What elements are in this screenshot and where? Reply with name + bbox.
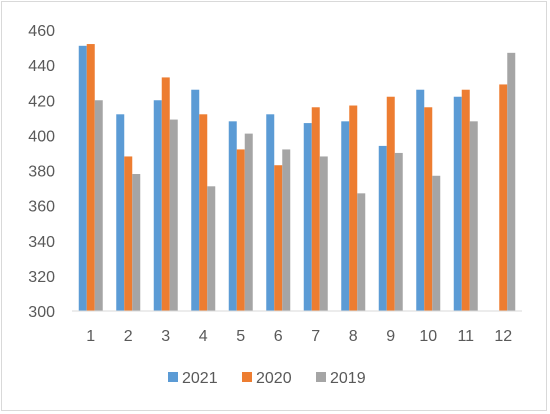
bar-2020-11 xyxy=(461,89,470,312)
bar-2021-1 xyxy=(78,45,87,312)
bar-2021-8 xyxy=(341,121,350,311)
x-tick-label: 11 xyxy=(457,328,474,345)
x-tick-label: 10 xyxy=(419,328,437,345)
bar-2019-11 xyxy=(469,121,478,311)
bar-2021-7 xyxy=(303,123,312,311)
bar-2019-12 xyxy=(507,52,516,312)
bar-2021-9 xyxy=(378,145,387,311)
bar-2020-8 xyxy=(349,105,358,311)
bar-2019-7 xyxy=(319,156,328,311)
legend-swatch-2021 xyxy=(168,372,178,382)
bar-2021-10 xyxy=(416,89,425,312)
x-tick-label: 12 xyxy=(494,328,512,345)
legend-swatch-2019 xyxy=(316,372,326,382)
y-tick-label: 360 xyxy=(28,199,55,216)
x-tick-label: 1 xyxy=(86,328,95,345)
bar-2019-2 xyxy=(132,174,141,311)
legend-label-2020: 2020 xyxy=(256,370,292,387)
bar-2019-8 xyxy=(357,193,366,311)
bar-2021-5 xyxy=(228,121,237,311)
legend-label-2021: 2021 xyxy=(182,370,218,387)
bar-2019-5 xyxy=(244,133,253,311)
bar-series xyxy=(78,44,516,312)
x-tick-label: 4 xyxy=(199,328,208,345)
bar-2021-11 xyxy=(453,96,462,311)
bar-2021-3 xyxy=(153,100,162,311)
bar-2020-10 xyxy=(424,107,433,312)
y-tick-label: 400 xyxy=(28,128,55,145)
bar-2020-2 xyxy=(124,156,133,311)
y-tick-label: 460 xyxy=(28,23,55,40)
bar-2020-1 xyxy=(86,44,95,312)
bar-2019-10 xyxy=(432,175,441,311)
x-tick-label: 8 xyxy=(349,328,358,345)
y-tick-label: 300 xyxy=(28,304,55,321)
x-tick-label: 7 xyxy=(311,328,320,345)
bar-2020-6 xyxy=(274,165,283,311)
bar-2020-3 xyxy=(161,77,170,311)
legend: 2021 2020 2019 xyxy=(168,370,366,387)
bar-2021-6 xyxy=(266,114,275,311)
bar-2020-4 xyxy=(199,114,208,311)
y-tick-label: 420 xyxy=(28,93,55,110)
y-tick-label: 380 xyxy=(28,164,55,181)
bar-2019-1 xyxy=(94,100,103,311)
bar-2019-9 xyxy=(394,152,403,311)
x-axis-ticks: 1 2 3 4 5 6 7 8 9 10 11 12 xyxy=(86,328,512,345)
x-tick-label: 3 xyxy=(161,328,170,345)
bar-2019-4 xyxy=(207,186,216,311)
x-tick-label: 5 xyxy=(236,328,245,345)
legend-swatch-2020 xyxy=(242,372,252,382)
bar-2021-4 xyxy=(191,89,200,312)
bar-2020-9 xyxy=(386,96,395,311)
y-tick-label: 440 xyxy=(28,58,55,75)
bar-2020-5 xyxy=(236,149,245,311)
legend-label-2019: 2019 xyxy=(330,370,366,387)
x-tick-label: 9 xyxy=(386,328,395,345)
bar-2019-6 xyxy=(282,149,291,311)
x-tick-label: 6 xyxy=(274,328,283,345)
bar-2019-3 xyxy=(169,119,178,311)
bar-2020-7 xyxy=(311,107,320,312)
y-axis-ticks: 300 320 340 360 380 400 420 440 460 xyxy=(28,23,55,321)
bar-2020-12 xyxy=(499,84,508,311)
y-tick-label: 320 xyxy=(28,269,55,286)
bar-2021-2 xyxy=(116,114,125,311)
x-tick-label: 2 xyxy=(124,328,133,345)
y-tick-label: 340 xyxy=(28,234,55,251)
